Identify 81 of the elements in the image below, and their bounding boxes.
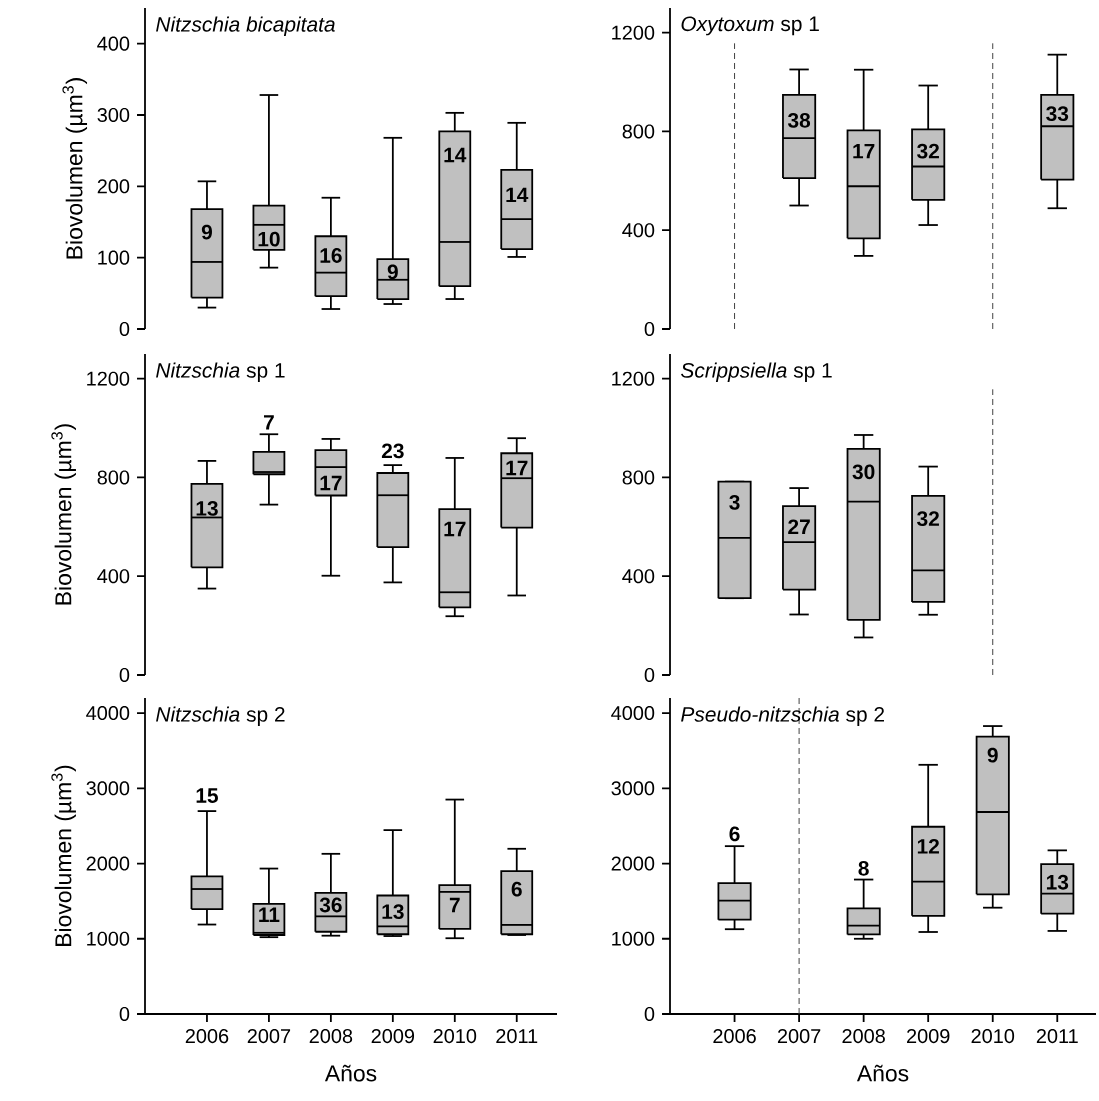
annotation: 16 (320, 248, 342, 263)
x-tick-label: 2006 (185, 1029, 229, 1044)
y-tick-label: 3000 (611, 781, 655, 796)
annotation: 9 (987, 747, 998, 763)
y-tick-label: 4000 (86, 706, 130, 721)
annotation: 8 (858, 860, 869, 876)
annotation: 15 (196, 788, 218, 803)
annotation: 3 (729, 494, 740, 510)
annotation: 14 (444, 147, 467, 163)
annotation: 9 (387, 264, 398, 280)
y-tick-label: 800 (622, 470, 655, 485)
annotation: 9 (201, 224, 212, 240)
annotation: 6 (729, 826, 740, 842)
x-tick-label: 2008 (309, 1029, 353, 1044)
chart-title: Oxytoxum sp 1 (681, 16, 819, 36)
y-tick-label: 1200 (612, 371, 655, 386)
y-tick-label: 0 (644, 321, 655, 337)
annotation: 7 (264, 415, 274, 430)
annotation: 11 (259, 907, 280, 922)
x-tick-label: 2006 (713, 1029, 756, 1044)
annotation: 38 (787, 112, 811, 128)
y-tick-label: 400 (622, 569, 655, 584)
x-tick-label: 2007 (247, 1029, 291, 1044)
annotation: 7 (449, 897, 460, 913)
chart-title: Nitzschia sp 1 (156, 362, 285, 382)
y-tick-label: 4000 (611, 706, 655, 721)
y-tick-label: 0 (644, 1006, 655, 1022)
annotation: 17 (506, 460, 528, 476)
y-tick-label: 400 (97, 36, 130, 51)
x-tick-label: 2008 (842, 1029, 885, 1044)
y-axis-title: Biovolumen (µm$^{3}$) (51, 765, 76, 946)
y-tick-label: 0 (119, 667, 130, 683)
y-tick-label: 400 (622, 223, 655, 238)
annotation: 12 (917, 838, 939, 854)
y-tick-label: 0 (644, 667, 655, 683)
annotation: 14 (506, 187, 529, 203)
x-tick-label: 2009 (371, 1029, 415, 1044)
annotation: 13 (1046, 874, 1069, 890)
annotation: 13 (382, 904, 404, 920)
annotation: 30 (852, 464, 875, 480)
chart-title: Nitzschia bicapitata (156, 16, 335, 36)
y-tick-label: 2000 (611, 856, 655, 871)
annotation: 17 (444, 521, 466, 537)
x-tick-label: 2011 (1036, 1029, 1078, 1044)
y-tick-label: 400 (97, 569, 130, 584)
x-axis-title: Años (324, 1064, 377, 1082)
y-tick-label: 1200 (612, 25, 655, 40)
x-axis-title: Años (856, 1064, 909, 1082)
annotation: 6 (511, 881, 522, 897)
y-tick-label: 1000 (87, 931, 130, 946)
annotation: 13 (196, 500, 218, 516)
annotation: 27 (788, 519, 810, 534)
chart-title: Nitzschia sp 2 (156, 706, 285, 726)
annotation: 17 (320, 475, 342, 491)
x-tick-label: 2010 (433, 1029, 477, 1044)
y-axis-title: Biovolumen (µm$^{3}$) (51, 424, 76, 605)
annotation: 32 (917, 511, 939, 527)
chart-title: Scrippsiella sp 1 (681, 362, 832, 382)
y-tick-label: 800 (97, 470, 130, 485)
y-tick-label: 1000 (612, 931, 655, 946)
x-tick-label: 2011 (496, 1029, 538, 1044)
y-tick-label: 100 (98, 250, 130, 265)
annotation: 23 (381, 443, 404, 459)
y-tick-label: 0 (119, 321, 130, 337)
y-tick-label: 800 (622, 124, 655, 139)
annotation: 33 (1046, 106, 1069, 122)
annotation: 36 (319, 897, 342, 913)
y-tick-label: 200 (97, 179, 130, 194)
chart-title: Pseudo-nitzschia sp 2 (681, 706, 884, 726)
annotation: 32 (917, 143, 939, 159)
y-tick-label: 2000 (86, 856, 130, 871)
annotation: 17 (853, 143, 875, 159)
x-tick-label: 2007 (777, 1029, 821, 1044)
y-axis-title: Biovolumen (µm$^{3}$) (62, 78, 88, 259)
annotation: 10 (258, 231, 280, 247)
y-tick-label: 3000 (86, 781, 130, 796)
x-tick-label: 2009 (907, 1029, 950, 1044)
y-tick-label: 1200 (87, 371, 130, 386)
x-tick-label: 2010 (971, 1029, 1015, 1044)
y-tick-label: 0 (119, 1006, 130, 1022)
y-tick-label: 300 (97, 107, 130, 123)
